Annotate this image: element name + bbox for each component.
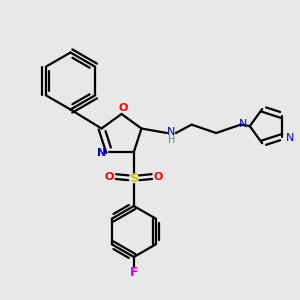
Text: S: S (129, 172, 138, 185)
Text: N: N (97, 148, 106, 158)
Text: O: O (118, 103, 128, 113)
Text: N: N (286, 133, 294, 143)
Text: F: F (130, 266, 138, 279)
Text: H: H (168, 135, 175, 145)
Text: O: O (154, 172, 163, 182)
Text: N: N (239, 119, 248, 129)
Text: N: N (167, 127, 176, 137)
Text: O: O (105, 172, 114, 182)
